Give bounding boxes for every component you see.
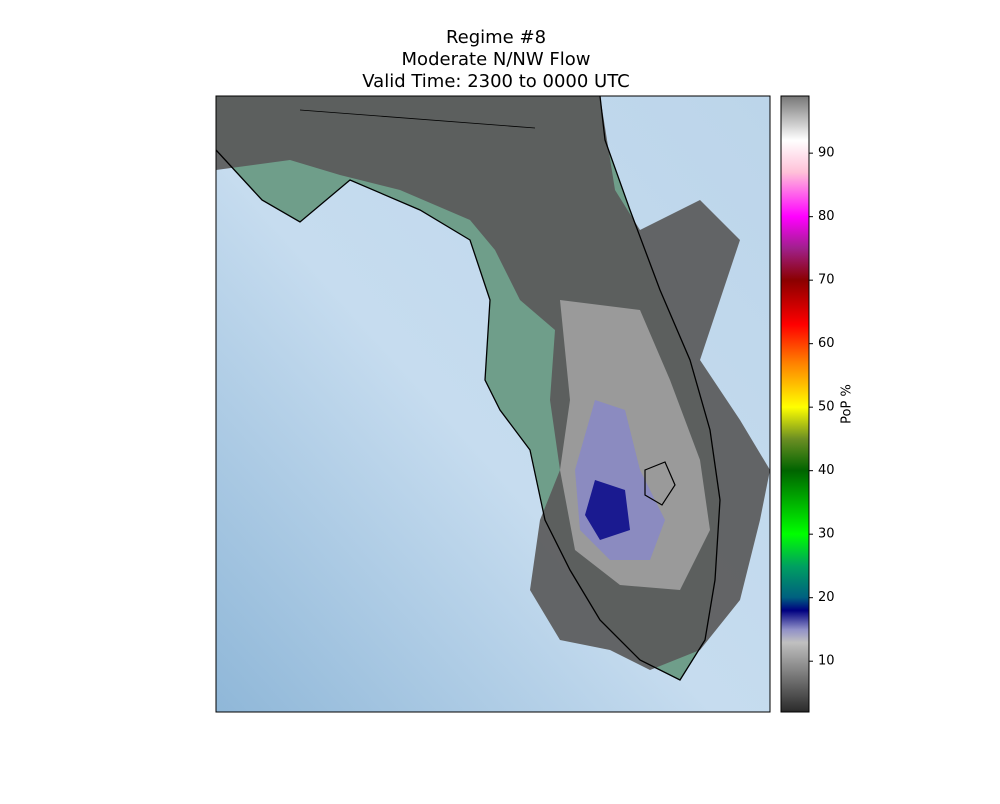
colorbar-tick-label: 40 — [818, 463, 835, 478]
colorbar — [780, 95, 810, 713]
lake — [644, 461, 676, 506]
colorbar-tick-label: 60 — [818, 336, 835, 351]
colorbar-tick-label: 10 — [818, 654, 835, 669]
map — [216, 96, 770, 712]
colorbar-tick-label: 20 — [818, 590, 835, 605]
colorbar-tick-label: 90 — [818, 146, 835, 161]
colorbar-tick-label: 80 — [818, 209, 835, 224]
colorbar-tick-label: 50 — [818, 400, 835, 415]
colorbar-tick-label: 70 — [818, 273, 835, 288]
pop-field-max — [585, 480, 630, 540]
title-line: Moderate N/NW Flow — [402, 49, 591, 70]
state-border — [299, 109, 536, 129]
colorbar-tick-label: 30 — [818, 527, 835, 542]
colorbar-ticks: 10 20 30 40 50 60 70 80 90 — [809, 146, 835, 669]
title-line: Regime #8 — [446, 27, 546, 48]
map-frame — [215, 95, 771, 713]
colorbar-label: PoP % — [840, 384, 855, 424]
coastline — [216, 96, 721, 681]
title-line: Valid Time: 2300 to 0000 UTC — [362, 71, 629, 92]
